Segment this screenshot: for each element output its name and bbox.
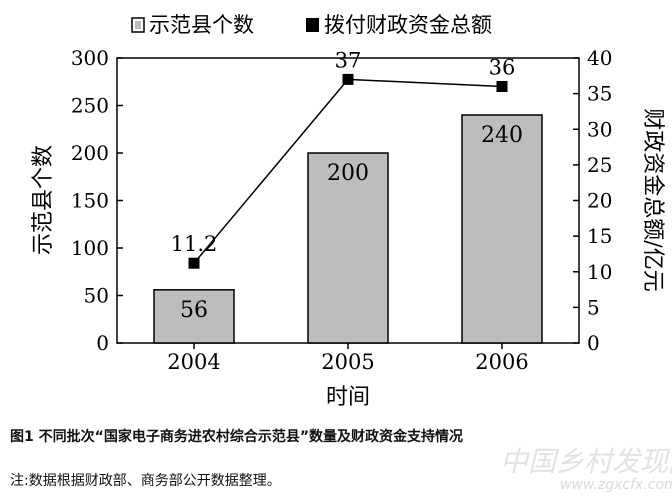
legend: 示范县个数 拨付财政资金总额 (131, 13, 492, 37)
line-value-label: 11.2 (171, 232, 218, 256)
bar (461, 114, 543, 344)
left-tick-label: 200 (71, 141, 109, 165)
legend-line-label: 拨付财政资金总额 (324, 13, 492, 37)
bar-value-label: 240 (481, 123, 523, 148)
right-tick-label: 20 (587, 189, 612, 213)
left-axis: 0 50 100 150 200 250 300 (71, 46, 123, 355)
bar-labels: 56 200 240 (180, 123, 523, 323)
line-value-label: 36 (489, 56, 516, 80)
watermark-url: www.zgxcfx.com (560, 477, 672, 493)
line-marker (496, 81, 508, 92)
x-tick-label: 2006 (475, 350, 528, 374)
chart: 示范县个数 拨付财政资金总额 0 50 100 150 200 250 300 0 5 10 15… (31, 13, 665, 410)
line-marker (188, 257, 200, 269)
legend-bar-swatch-inner (135, 21, 141, 29)
left-tick-label: 0 (96, 331, 109, 355)
watermark-text: 中国乡村发现网 (500, 445, 672, 478)
x-tick-label: 2004 (167, 350, 220, 374)
line-series: 11.2 37 36 (171, 48, 516, 269)
bar (153, 289, 235, 344)
y2-axis-title: 财政资金总额/亿元 (640, 108, 665, 291)
line-value-label: 37 (335, 48, 362, 72)
right-tick-label: 35 (587, 82, 612, 106)
legend-line-swatch (306, 18, 319, 32)
left-tick-label: 300 (71, 46, 109, 70)
x-axis-title: 时间 (326, 385, 370, 410)
right-tick-label: 10 (587, 260, 612, 284)
right-tick-label: 15 (587, 224, 612, 248)
left-tick-label: 150 (71, 189, 109, 213)
right-axis: 0 5 10 15 20 25 30 35 40 (573, 46, 612, 355)
figure-caption: 图1 不同批次“国家电子商务进农村综合示范县”数量及财政资金支持情况 (10, 429, 464, 445)
legend-bar-label: 示范县个数 (149, 13, 254, 37)
right-tick-label: 25 (587, 153, 612, 177)
figure-note: 注:数据根据财政部、商务部公开数据整理。 (10, 473, 281, 489)
right-tick-label: 5 (587, 295, 600, 319)
bar (307, 152, 389, 344)
y-axis-title: 示范县个数 (31, 145, 56, 255)
left-tick-label: 100 (71, 236, 109, 260)
right-tick-label: 40 (587, 46, 612, 70)
line-marker (342, 73, 354, 85)
bar-value-label: 56 (180, 298, 208, 323)
left-tick-label: 50 (84, 284, 109, 308)
left-tick-label: 250 (71, 94, 109, 118)
bar-series (153, 114, 543, 344)
x-axis: 2004 2005 2006 (167, 343, 529, 374)
x-tick-label: 2005 (321, 350, 374, 374)
right-tick-label: 30 (587, 117, 612, 141)
bar-value-label: 200 (327, 161, 369, 186)
right-tick-label: 0 (587, 331, 600, 355)
